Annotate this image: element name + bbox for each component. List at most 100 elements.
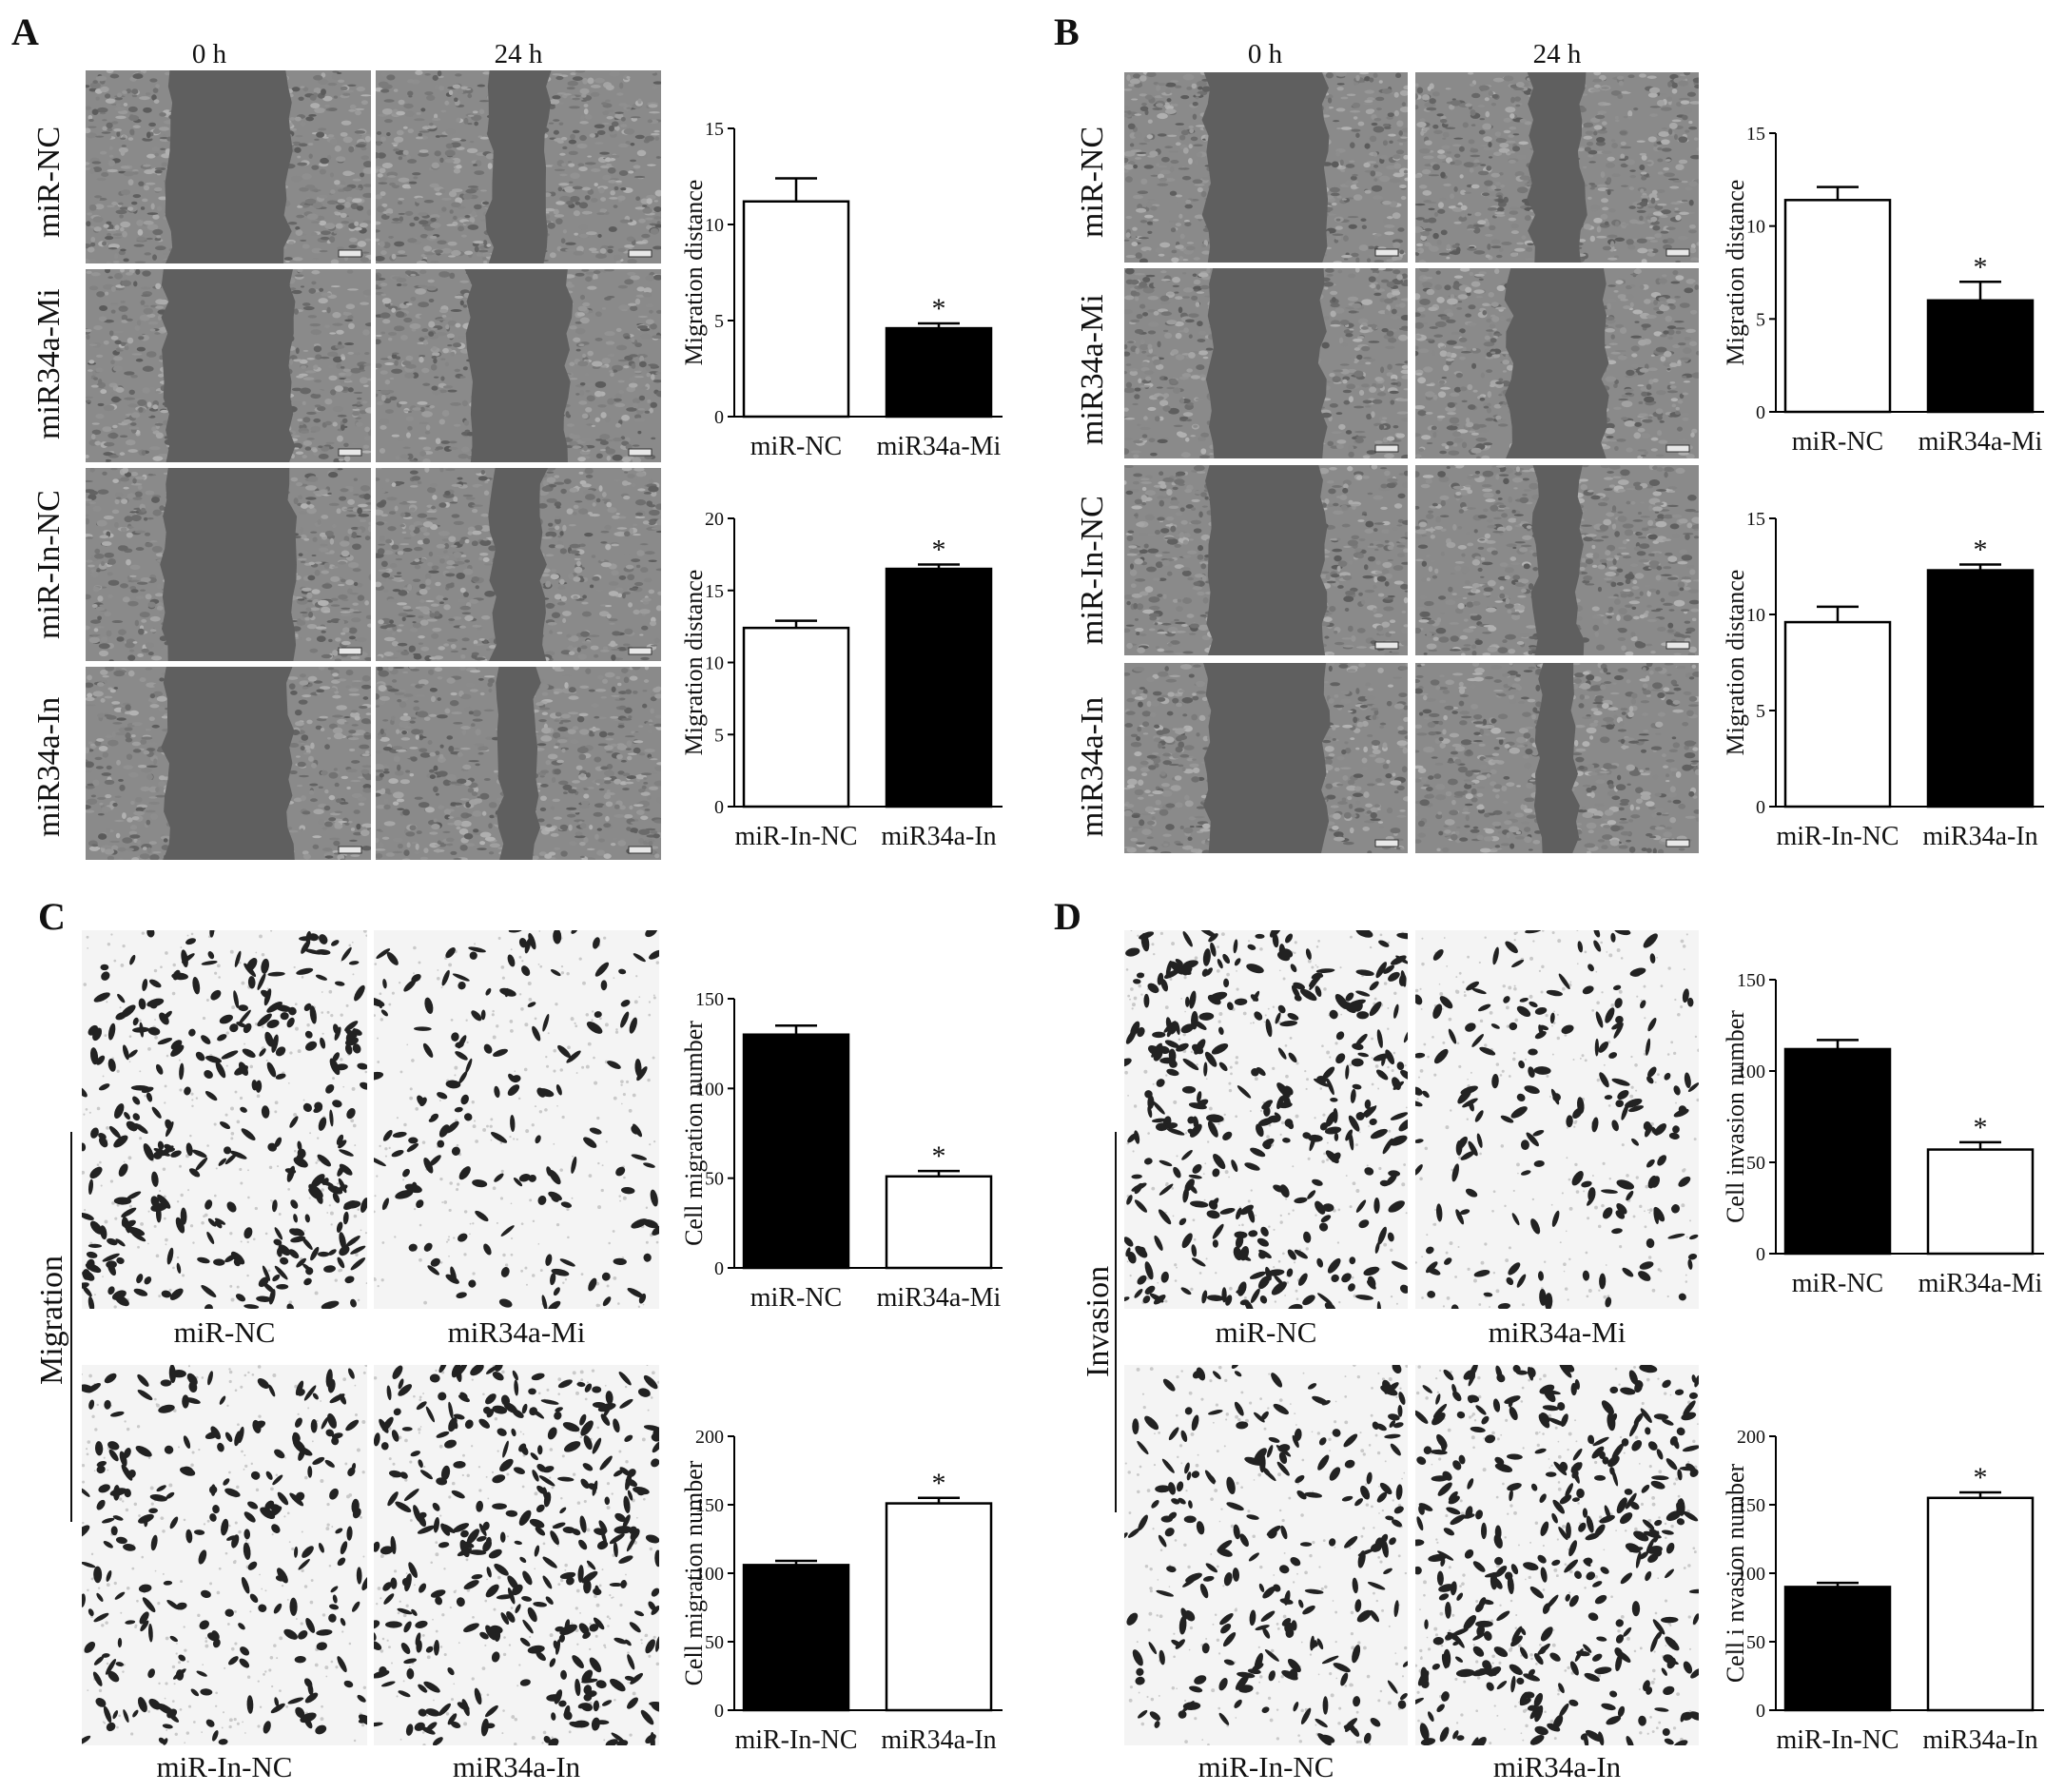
significance-star: * bbox=[1974, 1112, 1988, 1143]
bar-chart-c-top: 0 50 100 150 Cell migration number miR-NC * miR… bbox=[680, 989, 1003, 1313]
significance-star: * bbox=[1974, 251, 1988, 282]
y-tick-label: 150 bbox=[695, 989, 724, 1010]
panel-letter-c: C bbox=[38, 895, 66, 938]
y-tick-label: 10 bbox=[1746, 605, 1765, 626]
bar-mir34a-mi bbox=[885, 326, 993, 419]
micrograph-b-r2-0h bbox=[1124, 268, 1408, 458]
micrograph-b-r3-24h bbox=[1415, 465, 1699, 655]
y-axis-title: Cell migration number bbox=[680, 1460, 708, 1685]
y-tick-label: 20 bbox=[705, 509, 724, 530]
x-category-label: miR34a-In bbox=[1922, 1725, 2037, 1755]
y-tick-label: 0 bbox=[714, 1701, 724, 1722]
bar-mir34a-in bbox=[885, 567, 993, 808]
panel-a-row-label-2: miR34a-Mi bbox=[31, 288, 67, 439]
y-axis-title: Cell i nvasion number bbox=[1722, 1463, 1749, 1683]
micrograph-a-r1-0h bbox=[86, 70, 371, 263]
y-tick-label: 15 bbox=[1746, 124, 1765, 145]
significance-star: * bbox=[1974, 534, 1988, 565]
x-category-label: miR34a-Mi bbox=[877, 432, 1002, 461]
bar-mir-nc bbox=[1783, 1047, 1892, 1256]
x-category-label: miR34a-In bbox=[881, 1725, 996, 1755]
significance-star: * bbox=[932, 534, 946, 565]
y-tick-label: 100 bbox=[1737, 1564, 1765, 1585]
panel-b-time-24h: 24 h bbox=[1532, 39, 1582, 69]
y-tick-label: 15 bbox=[1746, 509, 1765, 530]
bar-chart-b-top: 0 5 10 15 Migration distance miR-NC * miR34a-Mi bbox=[1722, 124, 2044, 457]
caption-d-mir34a-in: miR34a-In bbox=[1492, 1750, 1622, 1783]
panel-b-row-label-1: miR-NC bbox=[1075, 126, 1110, 238]
y-axis-title: Migration distance bbox=[680, 180, 708, 366]
micrograph-b-r4-24h bbox=[1415, 663, 1699, 853]
micrograph-a-r4-24h bbox=[376, 667, 661, 860]
micrograph-b-r1-0h bbox=[1124, 72, 1408, 263]
panel-a-row-label-1: miR-NC bbox=[31, 126, 67, 238]
bar-mir-nc bbox=[742, 1033, 850, 1270]
panel-a-row-label-4: miR34a-In bbox=[31, 696, 67, 837]
y-tick-label: 50 bbox=[1746, 1153, 1765, 1174]
bar-mir34a-mi bbox=[1926, 1148, 2035, 1256]
bar-chart-a-top: 0 5 10 15 Migration distance miR-NC * miR34a-Mi bbox=[680, 119, 1003, 461]
micrograph-a-r2-24h bbox=[376, 269, 661, 462]
y-tick-label: 5 bbox=[1756, 309, 1765, 330]
micrograph-b-r4-0h bbox=[1124, 663, 1408, 853]
panel-b-row-label-4: miR34a-In bbox=[1075, 696, 1110, 837]
bar-mir-in-nc bbox=[742, 626, 850, 808]
bar-mir34a-in bbox=[1926, 1496, 2035, 1712]
micrograph-a-r4-0h bbox=[86, 667, 371, 860]
x-category-label: miR-NC bbox=[1792, 1269, 1883, 1298]
x-category-label: miR34a-Mi bbox=[877, 1283, 1002, 1313]
y-axis-title: Cell invasion number bbox=[1722, 1010, 1749, 1223]
panel-b-time-0h: 0 h bbox=[1247, 39, 1283, 69]
y-tick-label: 100 bbox=[1737, 1062, 1765, 1082]
y-tick-label: 150 bbox=[1737, 1495, 1765, 1516]
micrograph-a-r3-0h bbox=[86, 468, 371, 661]
x-category-label: miR-In-NC bbox=[1776, 1725, 1899, 1755]
significance-star: * bbox=[932, 1468, 946, 1499]
transwell-d-mir-in-nc bbox=[1124, 1365, 1408, 1745]
y-tick-label: 5 bbox=[714, 725, 724, 746]
y-tick-label: 50 bbox=[1746, 1632, 1765, 1653]
y-axis-title: Cell migration number bbox=[680, 1021, 708, 1246]
side-label-invasion: Invasion bbox=[1081, 1265, 1116, 1377]
x-category-label: miR34a-Mi bbox=[1918, 427, 2043, 457]
caption-c-mir34a-in: miR34a-In bbox=[452, 1750, 581, 1783]
y-tick-label: 150 bbox=[695, 1495, 724, 1516]
caption-c-mir34a-mi: miR34a-Mi bbox=[447, 1315, 586, 1349]
transwell-d-mir34a-mi bbox=[1415, 930, 1699, 1309]
y-tick-label: 5 bbox=[1756, 701, 1765, 722]
panel-a-row-label-3: miR-In-NC bbox=[31, 490, 67, 639]
y-tick-label: 10 bbox=[1746, 217, 1765, 238]
bar-chart-a-bottom: 0 5 10 15 20 Migration distance miR-In-NC * miR3… bbox=[680, 509, 1003, 851]
migration-bracket-line bbox=[70, 1132, 72, 1522]
micrograph-b-r2-24h bbox=[1415, 268, 1699, 458]
y-tick-label: 100 bbox=[695, 1564, 724, 1585]
y-tick-label: 200 bbox=[695, 1427, 724, 1448]
y-tick-label: 10 bbox=[705, 653, 724, 674]
y-axis-title: Migration distance bbox=[1722, 180, 1749, 366]
y-tick-label: 0 bbox=[714, 797, 724, 818]
x-category-label: miR-NC bbox=[1792, 427, 1883, 457]
bar-chart-c-bottom: 0 50 100 150 200 Cell migration number miR-In-… bbox=[680, 1427, 1003, 1755]
x-category-label: miR-NC bbox=[750, 1283, 842, 1313]
y-tick-label: 0 bbox=[1756, 1701, 1765, 1722]
micrograph-a-r2-0h bbox=[86, 269, 371, 462]
significance-star: * bbox=[1974, 1462, 1988, 1493]
bar-chart-b-bottom: 0 5 10 15 Migration distance miR-In-NC * miR34a… bbox=[1722, 509, 2044, 851]
y-tick-label: 50 bbox=[705, 1169, 724, 1190]
side-label-migration: Migration bbox=[34, 1256, 69, 1385]
bar-chart-d-top: 0 50 100 150 Cell invasion number miR-NC * miR3… bbox=[1722, 970, 2044, 1298]
bar-mir34a-mi bbox=[1926, 299, 2035, 414]
panel-b-row-label-3: miR-In-NC bbox=[1075, 496, 1110, 645]
y-tick-label: 15 bbox=[705, 581, 724, 602]
micrograph-b-r1-24h bbox=[1415, 72, 1699, 263]
bar-chart-d-bottom: 0 50 100 150 200 Cell i nvasion number miR-In-… bbox=[1722, 1427, 2044, 1755]
bar-mir34a-in bbox=[1926, 569, 2035, 808]
caption-d-mir34a-mi: miR34a-Mi bbox=[1488, 1315, 1626, 1349]
bar-mir-nc bbox=[1783, 199, 1892, 414]
y-tick-label: 15 bbox=[705, 119, 724, 140]
transwell-c-mir34a-mi bbox=[374, 930, 659, 1309]
bar-mir-nc bbox=[742, 200, 850, 419]
caption-d-mir-nc: miR-NC bbox=[1215, 1315, 1317, 1349]
transwell-c-mir-in-nc bbox=[82, 1365, 367, 1745]
y-tick-label: 0 bbox=[714, 407, 724, 428]
